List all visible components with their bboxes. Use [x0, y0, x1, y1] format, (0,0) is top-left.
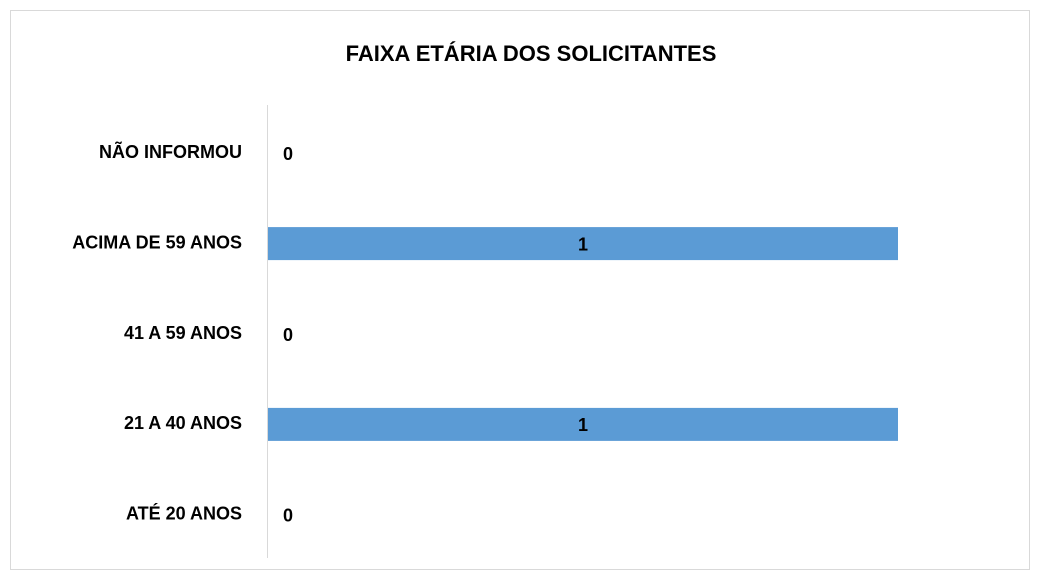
y-tick-label: ACIMA DE 59 ANOS: [72, 232, 242, 252]
bar: [268, 407, 898, 441]
y-tick-label: 41 A 59 ANOS: [124, 323, 242, 343]
data-label: 1: [578, 234, 588, 254]
chart-border: [10, 10, 1030, 570]
y-tick-label: ATÉ 20 ANOS: [126, 503, 242, 524]
y-tick-label: 21 A 40 ANOS: [124, 413, 242, 433]
data-label: 0: [283, 325, 293, 345]
data-label: 0: [283, 506, 293, 526]
data-label: 1: [578, 415, 588, 435]
data-label: 0: [283, 144, 293, 164]
y-tick-label: NÃO INFORMOU: [99, 141, 242, 162]
bar: [268, 227, 898, 261]
chart-title: FAIXA ETÁRIA DOS SOLICITANTES: [346, 41, 717, 66]
